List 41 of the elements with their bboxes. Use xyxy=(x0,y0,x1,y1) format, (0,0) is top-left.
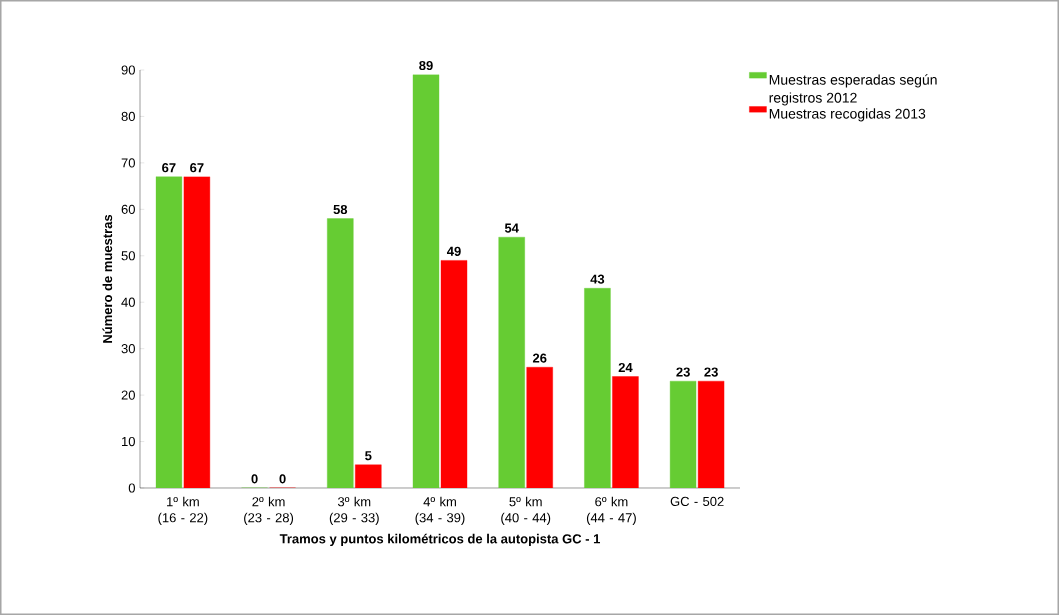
x-tick-label: 4º km (34 - 39) xyxy=(415,496,465,525)
bar xyxy=(412,74,440,488)
data-label: 54 xyxy=(504,223,519,233)
legend-label: Muestras recogidas 2013 xyxy=(769,108,926,122)
data-label: 26 xyxy=(532,353,547,363)
data-label: 67 xyxy=(162,163,176,173)
y-tick-label: 50 xyxy=(121,251,135,261)
data-label: 43 xyxy=(590,274,605,284)
y-tick-label: 10 xyxy=(122,436,135,447)
data-label: 24 xyxy=(618,362,633,372)
bar xyxy=(669,380,697,488)
y-tick-label: 80 xyxy=(121,111,135,122)
x-axis-title: Tramos y puntos kilométricos de la autopista GC - 1 xyxy=(279,533,601,546)
x-tick-label: 6º km (44 - 47) xyxy=(586,496,636,525)
bar xyxy=(327,218,354,488)
bar xyxy=(155,176,183,488)
y-tick-label: 30 xyxy=(121,344,135,354)
data-label: 49 xyxy=(446,246,461,256)
data-label: 58 xyxy=(333,204,348,215)
x-tick-label: GC - 502 xyxy=(670,496,724,506)
x-tick-label: 2º km (23 - 28) xyxy=(244,496,294,525)
data-label: 0 xyxy=(251,474,258,484)
data-label: 89 xyxy=(419,60,433,71)
y-tick-label: 60 xyxy=(121,204,135,214)
data-label: 67 xyxy=(190,163,204,173)
legend-label: Muestras esperadas según registros 2012 xyxy=(769,74,937,106)
y-tick-label: 20 xyxy=(121,390,135,400)
data-label: 23 xyxy=(704,367,718,377)
bar xyxy=(498,237,525,488)
x-tick-label: 5º km (40 - 44) xyxy=(501,496,551,525)
bar xyxy=(584,288,611,488)
x-tick-label: 1º km (16 - 22) xyxy=(158,496,208,525)
data-label: 5 xyxy=(365,451,372,461)
y-tick-label: 40 xyxy=(121,297,135,307)
data-label: 23 xyxy=(676,367,690,377)
y-tick-label: 90 xyxy=(121,65,135,75)
y-tick-label: 0 xyxy=(128,483,135,493)
y-axis-title: Número de muestras xyxy=(102,214,113,343)
y-tick-label: 70 xyxy=(121,158,135,168)
data-label: 0 xyxy=(279,474,286,484)
x-tick-label: 3º km (29 - 33) xyxy=(329,496,379,525)
